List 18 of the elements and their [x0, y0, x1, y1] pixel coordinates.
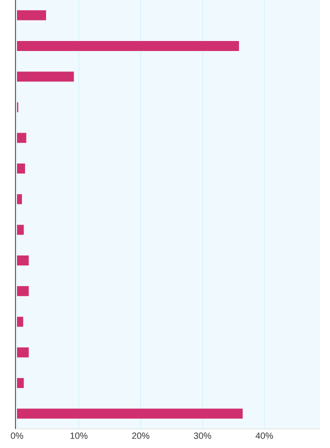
- bar: [17, 132, 26, 143]
- bar: [17, 255, 29, 266]
- x-tick-label: 10%: [70, 432, 88, 439]
- bar: [17, 194, 22, 204]
- x-tick-label: 0%: [10, 432, 24, 439]
- bar: [17, 10, 46, 20]
- bar: [17, 72, 74, 82]
- bar: [17, 408, 243, 419]
- x-tick-label: 40%: [256, 432, 273, 439]
- bar: [17, 164, 26, 174]
- bar: [17, 40, 239, 51]
- bar: [17, 378, 24, 388]
- x-tick-label: 30%: [194, 432, 212, 439]
- x-tick-label: 20%: [132, 432, 150, 439]
- bar: [17, 224, 24, 235]
- bar: [17, 286, 29, 296]
- bar: [17, 347, 29, 358]
- bar: [17, 316, 24, 327]
